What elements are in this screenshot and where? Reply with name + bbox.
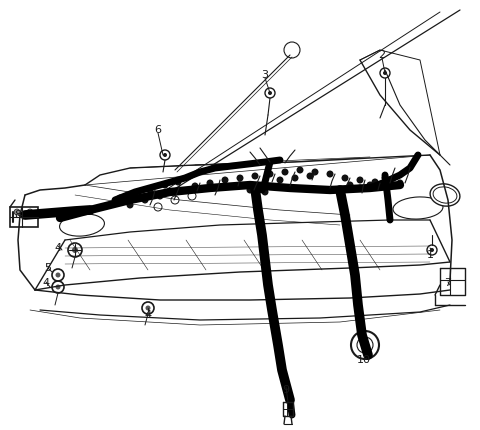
- Circle shape: [396, 179, 404, 187]
- Text: 8: 8: [14, 210, 22, 220]
- Text: 3: 3: [262, 70, 268, 80]
- Text: 6: 6: [155, 125, 161, 135]
- Text: 4: 4: [42, 278, 49, 288]
- Circle shape: [145, 305, 151, 310]
- Circle shape: [297, 166, 303, 173]
- Circle shape: [312, 169, 319, 175]
- Circle shape: [357, 176, 363, 184]
- Circle shape: [307, 172, 313, 179]
- Circle shape: [266, 171, 274, 178]
- Circle shape: [372, 178, 379, 185]
- Circle shape: [192, 182, 199, 190]
- Circle shape: [206, 179, 214, 187]
- Text: 9: 9: [282, 385, 289, 395]
- Text: 1: 1: [427, 250, 433, 260]
- Circle shape: [347, 181, 353, 188]
- Circle shape: [132, 190, 139, 197]
- Circle shape: [14, 209, 20, 215]
- Circle shape: [156, 193, 164, 200]
- Circle shape: [72, 247, 78, 253]
- Circle shape: [281, 169, 288, 175]
- Circle shape: [268, 91, 272, 95]
- Circle shape: [237, 181, 243, 188]
- Circle shape: [56, 273, 60, 277]
- Circle shape: [146, 187, 154, 194]
- Ellipse shape: [430, 184, 460, 206]
- Circle shape: [56, 285, 60, 289]
- Text: 5: 5: [45, 263, 51, 273]
- Circle shape: [386, 176, 394, 184]
- Circle shape: [357, 184, 363, 191]
- Circle shape: [237, 175, 243, 181]
- Circle shape: [221, 176, 228, 184]
- Circle shape: [161, 181, 168, 188]
- Text: 2: 2: [378, 50, 385, 60]
- Circle shape: [117, 194, 123, 202]
- Circle shape: [262, 188, 268, 196]
- Circle shape: [382, 175, 388, 181]
- Circle shape: [367, 181, 373, 188]
- Circle shape: [291, 175, 299, 181]
- Circle shape: [383, 71, 387, 75]
- Circle shape: [341, 175, 348, 181]
- Circle shape: [430, 248, 434, 252]
- Circle shape: [27, 209, 33, 215]
- Circle shape: [171, 188, 179, 196]
- Circle shape: [175, 178, 181, 185]
- Circle shape: [142, 197, 148, 203]
- Text: 4: 4: [54, 243, 61, 253]
- Text: 4: 4: [144, 310, 152, 320]
- Circle shape: [326, 171, 334, 178]
- Circle shape: [247, 187, 253, 194]
- Circle shape: [127, 202, 133, 209]
- Circle shape: [163, 153, 167, 157]
- Circle shape: [252, 172, 259, 179]
- Text: 10: 10: [357, 355, 371, 365]
- Text: 7: 7: [444, 278, 452, 288]
- Circle shape: [276, 176, 284, 184]
